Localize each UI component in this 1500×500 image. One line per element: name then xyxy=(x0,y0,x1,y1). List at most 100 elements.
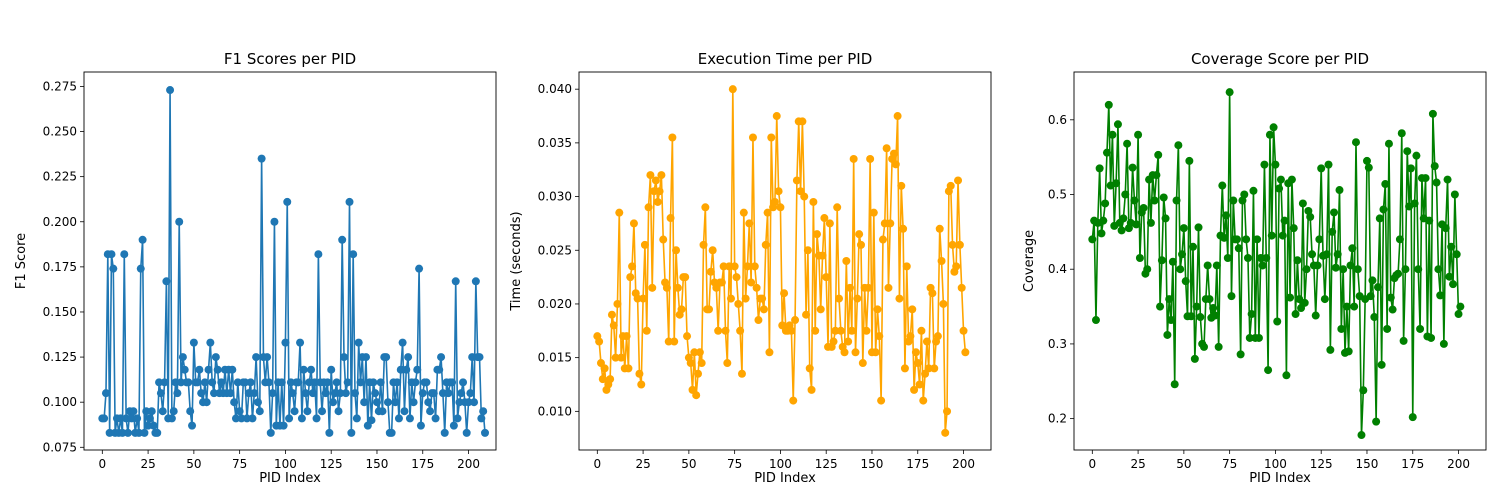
x-tick-label: 75 xyxy=(1222,457,1237,471)
data-point xyxy=(1350,302,1359,311)
data-point xyxy=(686,359,695,368)
data-point xyxy=(719,262,728,271)
data-point xyxy=(147,407,156,416)
data-point xyxy=(1416,324,1425,333)
data-point xyxy=(1088,235,1097,244)
x-tick-label: 200 xyxy=(457,457,480,471)
data-point xyxy=(961,348,970,357)
data-point xyxy=(440,428,449,437)
data-point xyxy=(1135,254,1144,263)
data-point xyxy=(595,337,604,346)
x-tick-label: 25 xyxy=(140,457,155,471)
data-point xyxy=(699,240,708,249)
data-point xyxy=(866,154,875,163)
data-point xyxy=(1187,312,1196,321)
data-point xyxy=(842,257,851,265)
data-point xyxy=(360,398,369,407)
x-tick-label: 175 xyxy=(906,457,929,471)
data-point xyxy=(1253,235,1262,244)
x-tick-label: 50 xyxy=(186,457,201,471)
data-point xyxy=(1152,171,1161,180)
data-point xyxy=(609,321,618,330)
data-point xyxy=(880,219,889,228)
data-point xyxy=(787,326,796,335)
x-tick-label: 100 xyxy=(769,457,792,471)
data-point xyxy=(943,407,952,416)
data-point xyxy=(736,326,745,335)
data-point xyxy=(822,273,831,282)
x-tick-label: 50 xyxy=(1176,457,1191,471)
data-layer xyxy=(593,85,970,437)
data-point xyxy=(210,389,219,398)
data-point xyxy=(1289,224,1298,233)
data-point xyxy=(235,407,244,416)
data-point xyxy=(933,332,942,341)
data-point xyxy=(340,353,349,362)
data-point xyxy=(1445,272,1454,281)
data-point xyxy=(1112,179,1121,188)
data-point xyxy=(1452,250,1461,259)
data-point xyxy=(1113,120,1122,129)
data-point xyxy=(162,277,171,286)
data-point xyxy=(1196,313,1205,322)
data-point xyxy=(383,398,392,407)
data-point xyxy=(197,389,206,398)
data-point xyxy=(695,348,704,357)
data-point xyxy=(807,385,816,394)
data-point xyxy=(1227,292,1236,301)
data-point xyxy=(354,338,363,347)
data-point xyxy=(1181,277,1190,286)
data-point xyxy=(303,407,312,416)
data-point xyxy=(200,378,209,387)
y-tick-label: 0.5 xyxy=(1048,188,1067,202)
y-tick-label: 0.4 xyxy=(1048,262,1067,276)
data-point xyxy=(677,305,686,314)
data-point xyxy=(1254,333,1263,342)
data-point xyxy=(253,398,262,407)
data-point xyxy=(743,262,752,271)
data-point xyxy=(884,283,893,292)
y-tick-label: 0.030 xyxy=(538,190,572,204)
data-point xyxy=(737,369,746,378)
data-point xyxy=(941,428,950,437)
data-point xyxy=(1200,342,1209,351)
data-point xyxy=(107,250,116,259)
data-point xyxy=(1190,354,1199,363)
data-point xyxy=(116,414,125,423)
data-point xyxy=(444,389,453,398)
data-point xyxy=(816,305,825,314)
data-point xyxy=(765,348,774,357)
data-point xyxy=(127,414,136,423)
data-point xyxy=(233,378,242,387)
data-point xyxy=(648,283,657,292)
data-point xyxy=(1132,220,1141,229)
data-point xyxy=(946,181,955,190)
data-point xyxy=(347,428,356,437)
data-point xyxy=(668,133,677,142)
data-point xyxy=(424,398,433,407)
data-point xyxy=(1324,160,1333,169)
data-point xyxy=(166,86,175,95)
data-point xyxy=(244,389,253,398)
x-tick-label: 25 xyxy=(635,457,650,471)
data-point xyxy=(270,217,279,226)
data-point xyxy=(405,414,414,423)
data-point xyxy=(662,283,671,292)
data-point xyxy=(1379,205,1388,214)
data-point xyxy=(747,278,756,287)
x-tick-label: 125 xyxy=(320,457,343,471)
data-point xyxy=(1163,330,1172,339)
data-point xyxy=(915,380,924,389)
data-point xyxy=(189,338,198,347)
data-point xyxy=(341,389,350,398)
data-point xyxy=(776,203,785,212)
data-point xyxy=(759,305,768,314)
data-point xyxy=(739,208,748,217)
y-tick-label: 0.3 xyxy=(1048,337,1067,351)
data-point xyxy=(800,192,809,201)
data-point xyxy=(1395,235,1404,244)
data-point xyxy=(878,235,887,244)
data-point xyxy=(847,326,856,335)
data-point xyxy=(1456,302,1465,311)
